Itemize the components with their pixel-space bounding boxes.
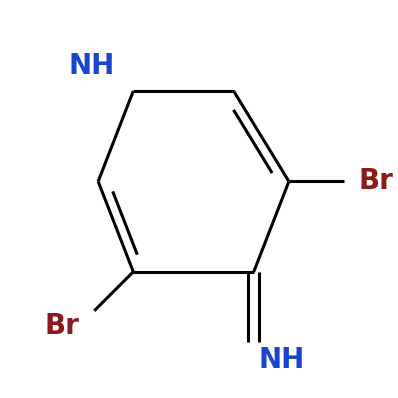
- Text: Br: Br: [45, 312, 80, 340]
- Text: NH: NH: [68, 52, 114, 80]
- Text: NH: NH: [259, 346, 305, 374]
- Text: Br: Br: [359, 168, 394, 195]
